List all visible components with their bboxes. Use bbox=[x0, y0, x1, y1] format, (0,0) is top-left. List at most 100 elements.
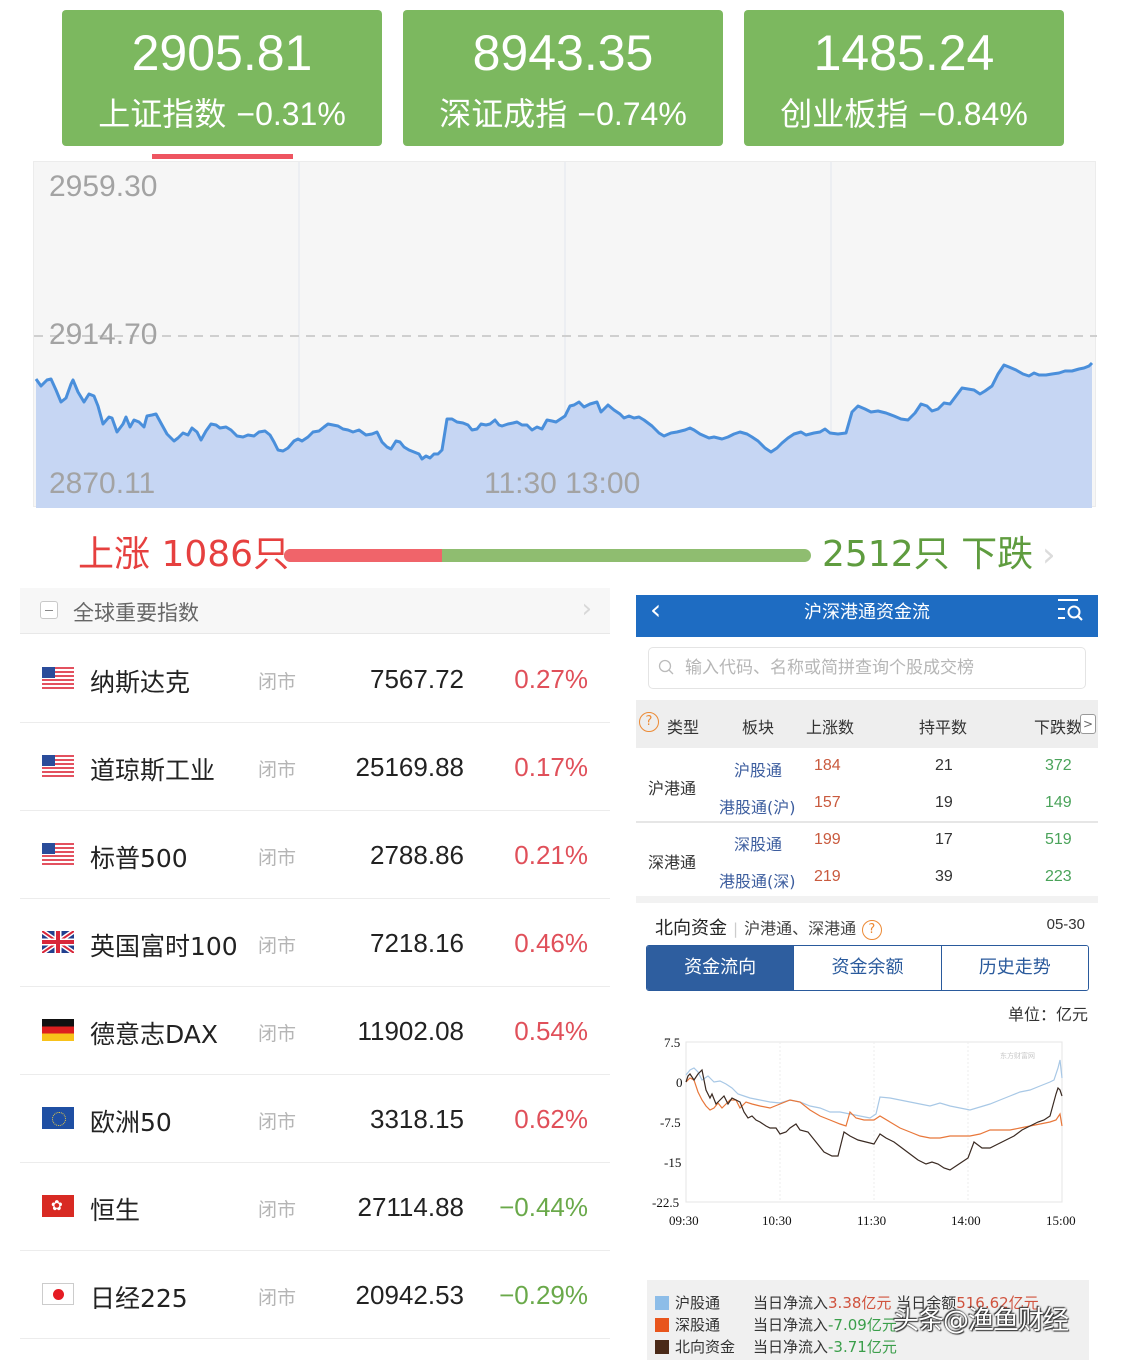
legend-swatch bbox=[655, 1318, 669, 1332]
global-index-row[interactable]: 德意志DAX 闭市 11902.08 0.54% bbox=[20, 987, 610, 1075]
y-prev-close-label: 2914.70 bbox=[49, 318, 158, 351]
index-name: 英国富时100 bbox=[90, 932, 238, 961]
jp-flag-icon bbox=[42, 1283, 74, 1305]
decliners-count: 2512只 bbox=[822, 534, 950, 575]
search-input[interactable] bbox=[685, 648, 1075, 688]
index-change: 0.17% bbox=[514, 752, 588, 782]
tab-fund-balance[interactable]: 资金余额 bbox=[793, 946, 941, 990]
col-down: 下跌数 bbox=[1034, 718, 1080, 737]
index-name: 标普500 bbox=[90, 844, 188, 873]
global-index-row[interactable]: 纳斯达克 闭市 7567.72 0.27% bbox=[20, 635, 610, 723]
global-index-row[interactable]: 日经225 闭市 20942.53 −0.29% bbox=[20, 1251, 610, 1339]
intraday-chart-svg bbox=[34, 162, 1097, 508]
y-tick: -7.5 bbox=[660, 1115, 681, 1130]
index-price: 3318.15 bbox=[370, 1104, 464, 1134]
index-name: 恒生 bbox=[90, 1196, 141, 1225]
active-tab-indicator bbox=[152, 154, 293, 159]
global-index-row[interactable]: 欧洲50 闭市 3318.15 0.62% bbox=[20, 1075, 610, 1163]
breadth-bar bbox=[284, 549, 811, 562]
market-status: 闭市 bbox=[258, 671, 297, 693]
index-price: 20942.53 bbox=[355, 1280, 464, 1310]
index-price: 11902.08 bbox=[357, 1016, 464, 1046]
legend-swatch bbox=[655, 1340, 669, 1354]
x-tick: 09:30 bbox=[669, 1213, 699, 1228]
index-name: 道琼斯工业 bbox=[90, 756, 216, 785]
northbound-chart[interactable]: 东方财富网 7.5 0 -7.5 -15 -22.5 09:30 10:30 1… bbox=[640, 1030, 1100, 1240]
index-price: 7218.16 bbox=[370, 928, 464, 958]
de-flag-icon bbox=[42, 1019, 74, 1041]
index-name: 上证指数 bbox=[98, 95, 227, 133]
index-price: 25169.88 bbox=[355, 752, 464, 782]
northbound-legend: 沪股通 当日净流入3.38亿元 当日余额516.62亿元 深股通 当日净流入-7.0… bbox=[647, 1280, 1089, 1360]
index-name: 日经225 bbox=[90, 1284, 188, 1313]
hk-flag-icon bbox=[42, 1195, 74, 1217]
global-index-row[interactable]: 标普500 闭市 2788.86 0.21% bbox=[20, 811, 610, 899]
index-change: 0.54% bbox=[514, 1016, 588, 1046]
index-change: 0.46% bbox=[514, 928, 588, 958]
index-card-chinext[interactable]: 1485.24 创业板指 −0.84% bbox=[744, 10, 1064, 146]
col-type: 类型 bbox=[667, 718, 700, 737]
date-label: 05-30 bbox=[1046, 916, 1085, 933]
scroll-right-icon[interactable]: > bbox=[1080, 714, 1096, 734]
index-change: 0.27% bbox=[514, 664, 588, 694]
global-index-row[interactable]: 恒生 闭市 27114.88 −0.44% bbox=[20, 1163, 610, 1251]
intraday-chart[interactable]: 2959.30 2914.70 2870.11 11:30 13:00 bbox=[33, 161, 1097, 508]
index-price: 2788.86 bbox=[370, 840, 464, 870]
decliners-label: 2512只 下跌 bbox=[822, 534, 1034, 575]
table-row[interactable]: 港股通(深) 219 39 223 bbox=[719, 868, 1072, 891]
x-mid-label: 11:30 13:00 bbox=[484, 467, 641, 500]
intraday-area bbox=[36, 363, 1092, 508]
global-index-row[interactable]: 道琼斯工业 闭市 25169.88 0.17% bbox=[20, 723, 610, 811]
market-status: 闭市 bbox=[258, 1199, 297, 1221]
help-icon[interactable]: ? bbox=[639, 712, 659, 732]
unit-label: 单位：亿元 bbox=[1007, 1005, 1088, 1024]
index-price: 7567.72 bbox=[370, 664, 464, 694]
northbound-tabs: 资金流向 资金余额 历史走势 bbox=[646, 945, 1089, 991]
table-row[interactable]: 港股通(沪) 157 19 149 bbox=[719, 794, 1072, 817]
us-flag-icon bbox=[42, 667, 74, 689]
x-tick: 11:30 bbox=[857, 1213, 887, 1228]
table-row[interactable]: 沪股通 184 21 372 bbox=[734, 757, 1072, 780]
index-card-szse[interactable]: 8943.35 深证成指 −0.74% bbox=[403, 10, 723, 146]
back-icon[interactable]: ‹ bbox=[650, 593, 662, 626]
global-index-row[interactable]: 英国富时100 闭市 7218.16 0.46% bbox=[20, 899, 610, 987]
market-status: 闭市 bbox=[258, 1111, 297, 1133]
index-value: 1485.24 bbox=[813, 25, 995, 81]
market-status: 闭市 bbox=[258, 1023, 297, 1045]
index-card-sse[interactable]: 2905.81 上证指数 −0.31% bbox=[62, 10, 382, 146]
help-icon[interactable]: ? bbox=[861, 920, 882, 940]
advancers-label: 上涨 1086只 bbox=[78, 534, 290, 575]
index-change: −0.84% bbox=[918, 96, 1028, 132]
index-value: 8943.35 bbox=[472, 25, 654, 81]
group-hgt: 沪港通 沪股通 184 21 372 港股通(沪) 157 19 149 bbox=[636, 749, 1098, 823]
index-change: −0.44% bbox=[499, 1192, 588, 1222]
market-status: 闭市 bbox=[258, 935, 297, 957]
x-tick: 14:00 bbox=[951, 1213, 981, 1228]
stock-search-field[interactable] bbox=[648, 647, 1086, 689]
col-board: 板块 bbox=[742, 718, 775, 737]
group-sgt: 深港通 深股通 199 17 519 港股通(深) 219 39 223 bbox=[636, 823, 1098, 897]
global-indices-title: 全球重要指数 bbox=[73, 601, 199, 625]
uk-flag-icon bbox=[42, 931, 74, 953]
breadth-chevron-right-icon[interactable]: › bbox=[1042, 535, 1056, 575]
x-tick: 15:00 bbox=[1046, 1213, 1076, 1228]
col-up: 上涨数 bbox=[806, 718, 855, 737]
index-name: 深证成指 bbox=[439, 95, 568, 133]
chevron-right-icon[interactable]: › bbox=[581, 594, 592, 624]
global-indices-header[interactable]: 全球重要指数 › bbox=[20, 588, 610, 634]
table-row[interactable]: 深股通 199 17 519 bbox=[734, 831, 1072, 854]
y-tick: -22.5 bbox=[652, 1195, 680, 1210]
intraday-line bbox=[34, 361, 1094, 461]
tab-history[interactable]: 历史走势 bbox=[940, 946, 1088, 990]
connect-table-header: ? 类型 板块 上涨数 持平数 下跌数 > bbox=[636, 700, 1098, 748]
menu-search-icon[interactable] bbox=[1056, 597, 1086, 623]
us-flag-icon bbox=[42, 843, 74, 865]
collapse-icon[interactable] bbox=[40, 601, 58, 619]
index-change: 0.21% bbox=[514, 840, 588, 870]
index-change: −0.31% bbox=[236, 96, 346, 132]
us-flag-icon bbox=[42, 755, 74, 777]
legend-row: 北向资金 当日净流入-3.71亿元 bbox=[655, 1336, 897, 1356]
index-name: 欧洲50 bbox=[90, 1108, 172, 1137]
search-icon bbox=[658, 659, 674, 675]
tab-fund-flow[interactable]: 资金流向 bbox=[647, 946, 794, 990]
